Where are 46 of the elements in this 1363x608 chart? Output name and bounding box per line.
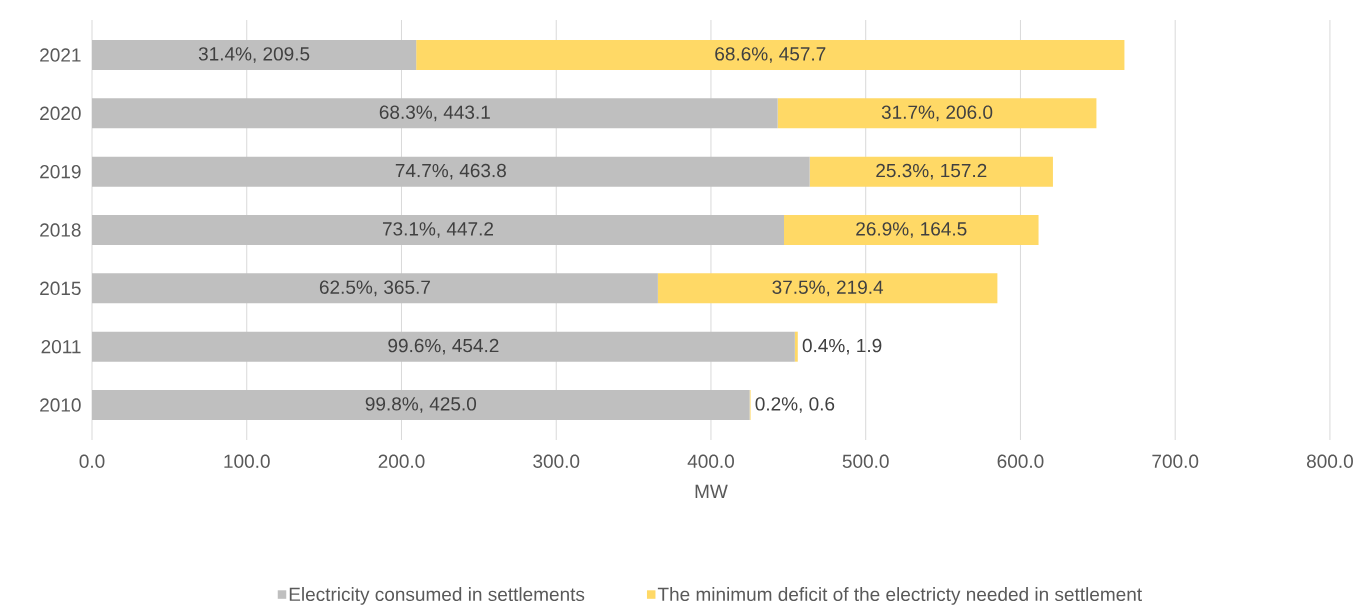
legend-label: Electricity consumed in settlements <box>289 587 585 605</box>
y-tick-label: 2021 <box>40 48 81 62</box>
data-label: 68.6%, 457.7 <box>715 47 826 63</box>
data-label: 0.4%, 1.9 <box>802 338 882 355</box>
bar <box>809 156 1053 187</box>
y-tick-label: 2018 <box>40 223 81 237</box>
data-label: 74.7%, 463.8 <box>395 163 506 180</box>
bar <box>92 98 778 129</box>
data-label: 31.4%, 209.5 <box>198 47 310 63</box>
y-tick-label: 2020 <box>40 106 81 121</box>
data-label: 99.8%, 425.0 <box>365 397 477 413</box>
y-tick-label: 2019 <box>40 164 81 179</box>
bar <box>92 331 795 362</box>
x-tick-label: 200.0 <box>378 454 425 468</box>
data-label: 37.5%, 219.4 <box>772 280 884 297</box>
x-tick-label: 400.0 <box>687 454 734 468</box>
x-tick-label: 600.0 <box>997 454 1044 468</box>
bar <box>784 215 1039 246</box>
bar <box>657 273 998 304</box>
x-tick-label: 500.0 <box>842 454 889 468</box>
x-tick-label: 100.0 <box>224 454 270 468</box>
bar <box>92 390 750 421</box>
y-tick-label: 2015 <box>40 281 81 296</box>
bar <box>92 215 784 246</box>
data-label: 0.2%, 0.6 <box>755 397 835 413</box>
bar <box>92 273 658 304</box>
x-tick-label: 300.0 <box>533 454 580 468</box>
data-label: 31.7%, 206.0 <box>881 105 993 122</box>
x-tick-label: 700.0 <box>1152 454 1199 468</box>
data-label: 62.5%, 365.7 <box>319 280 430 297</box>
bar <box>92 156 810 187</box>
data-label: 73.1%, 447.2 <box>382 222 494 238</box>
x-tick-label: 0.0 <box>79 454 105 468</box>
bar <box>777 98 1097 129</box>
data-label: 99.6%, 454.2 <box>388 338 499 355</box>
bar <box>416 40 1125 71</box>
y-tick-label: 2010 <box>40 398 81 412</box>
data-label: 68.3%, 443.1 <box>379 105 490 122</box>
data-label: 26.9%, 164.5 <box>856 222 967 238</box>
bar <box>92 40 417 71</box>
data-label: 25.3%, 157.2 <box>876 163 987 180</box>
x-axis-title: MW <box>695 484 728 498</box>
legend-label: The minimum deficit of the electricty needed in settlement <box>657 587 1142 605</box>
bar <box>794 331 798 362</box>
x-tick-label: 800.0 <box>1306 454 1353 468</box>
y-tick-label: 2011 <box>41 339 81 354</box>
